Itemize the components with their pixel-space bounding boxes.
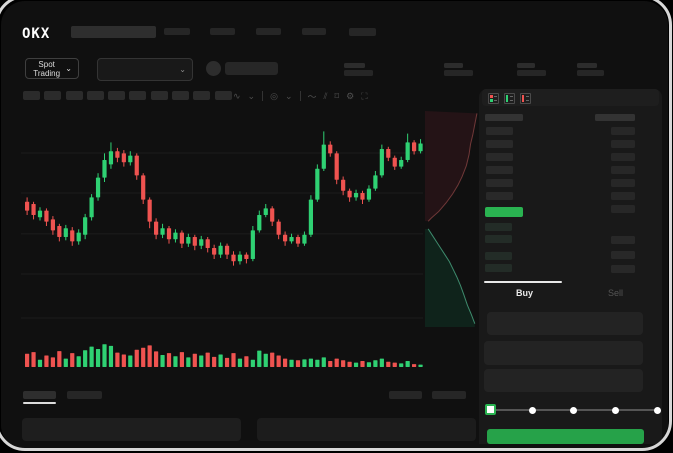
book-row-placeholder: [611, 205, 635, 213]
book-row-placeholder: [611, 192, 635, 200]
book-row-placeholder: [611, 166, 635, 174]
market-type-dropdown[interactable]: Spot Trading ⌄: [25, 58, 79, 79]
book-header-placeholder: [485, 114, 523, 121]
draw-tool-icon[interactable]: ⫽: [323, 90, 328, 101]
book-row-placeholder: [611, 236, 635, 244]
slider-step-dot[interactable]: [654, 407, 661, 414]
book-row-placeholder: [611, 179, 635, 187]
book-row-placeholder: [486, 192, 513, 200]
tab-buy[interactable]: Buy: [515, 288, 533, 298]
nav-item-placeholder[interactable]: [210, 28, 235, 35]
bottom-tab-placeholder[interactable]: [23, 391, 56, 399]
bottom-active-tab-indicator: [23, 402, 56, 404]
market-type-label: Spot Trading: [33, 59, 61, 78]
amount-slider-handle[interactable]: [485, 404, 496, 415]
book-row-placeholder: [611, 251, 635, 259]
interval-icon[interactable]: ∿: [233, 90, 241, 101]
chevron-down-icon: ⌄: [179, 65, 186, 74]
header-title-placeholder: [71, 26, 156, 38]
amount-input-placeholder[interactable]: [484, 341, 643, 365]
timeframe-row: [23, 91, 232, 100]
bottom-action-placeholder[interactable]: [432, 391, 466, 399]
orderbook-view-asks-icon[interactable]: [520, 93, 531, 104]
timeframe-placeholder[interactable]: [214, 91, 232, 100]
okx-logo[interactable]: OKX: [22, 26, 51, 42]
book-row-placeholder: [486, 127, 513, 135]
book-row-placeholder: [485, 264, 512, 272]
bottom-action-placeholder[interactable]: [389, 391, 422, 399]
pair-selector[interactable]: ⌄: [97, 58, 193, 81]
book-row-placeholder: [611, 127, 635, 135]
line-tool-icon[interactable]: 〜: [307, 91, 317, 102]
nav-item-placeholder[interactable]: [256, 28, 281, 35]
book-row-placeholder: [485, 252, 512, 260]
timeframe-placeholder[interactable]: [172, 91, 190, 100]
book-row-placeholder: [486, 153, 513, 161]
slider-step-dot[interactable]: [570, 407, 577, 414]
chevron-down-icon: ⌄: [65, 64, 72, 73]
chevron-down-icon[interactable]: ⌄: [284, 90, 293, 101]
candlestick-chart[interactable]: [21, 107, 423, 343]
indicators-icon[interactable]: ◎: [270, 90, 278, 101]
book-row-placeholder: [611, 153, 635, 161]
timeframe-placeholder[interactable]: [65, 91, 83, 100]
chart-toolbar-icons: ∿ ⌄ ◎ ⌄ 〜 ⫽ ⌑ ⚙ ⛶: [233, 89, 368, 103]
total-input-placeholder[interactable]: [484, 369, 643, 392]
bottom-field-placeholder[interactable]: [257, 418, 476, 441]
nav-item-placeholder[interactable]: [164, 28, 190, 35]
book-row-placeholder: [485, 223, 512, 231]
timeframe-placeholder[interactable]: [193, 91, 211, 100]
nav-item-placeholder[interactable]: [349, 28, 376, 36]
book-row-placeholder: [486, 140, 513, 148]
slider-step-dot[interactable]: [529, 407, 536, 414]
book-row-placeholder: [611, 140, 635, 148]
depth-chart[interactable]: [425, 109, 478, 327]
bottom-field-placeholder[interactable]: [22, 418, 241, 441]
timeframe-placeholder[interactable]: [108, 91, 126, 100]
book-row-placeholder: [485, 235, 512, 243]
book-header-placeholder: [595, 114, 635, 121]
coin-avatar: [206, 61, 221, 76]
book-row-placeholder: [611, 265, 635, 273]
orderbook-view-all-icon[interactable]: [488, 93, 499, 104]
toolbar-separator: [262, 91, 264, 101]
nav-item-placeholder[interactable]: [302, 28, 326, 35]
active-tab-indicator: [484, 281, 562, 283]
tab-sell[interactable]: Sell: [607, 288, 623, 298]
timeframe-placeholder[interactable]: [44, 91, 62, 100]
toolbar-separator: [299, 91, 301, 101]
timeframe-placeholder[interactable]: [150, 91, 168, 100]
price-input-placeholder[interactable]: [487, 312, 643, 335]
timeframe-placeholder[interactable]: [86, 91, 104, 100]
slider-step-dot[interactable]: [612, 407, 619, 414]
timeframe-placeholder[interactable]: [129, 91, 147, 100]
settings-icon[interactable]: ⚙: [346, 90, 355, 101]
timeframe-placeholder[interactable]: [23, 91, 40, 100]
fullscreen-icon[interactable]: ⛶: [361, 90, 368, 101]
orderbook-view-bids-icon[interactable]: [504, 93, 515, 104]
order-panel: Buy Sell: [479, 89, 662, 444]
book-row-placeholder: [486, 166, 513, 174]
chevron-down-icon[interactable]: ⌄: [247, 90, 256, 101]
buy-submit-button[interactable]: [487, 429, 644, 444]
bottom-tab-placeholder[interactable]: [67, 391, 102, 399]
pair-name-placeholder: [225, 62, 278, 75]
volume-chart[interactable]: [21, 341, 423, 369]
book-row-placeholder: [486, 179, 513, 187]
last-price-badge: [485, 207, 523, 217]
camera-icon[interactable]: ⌑: [334, 90, 340, 101]
